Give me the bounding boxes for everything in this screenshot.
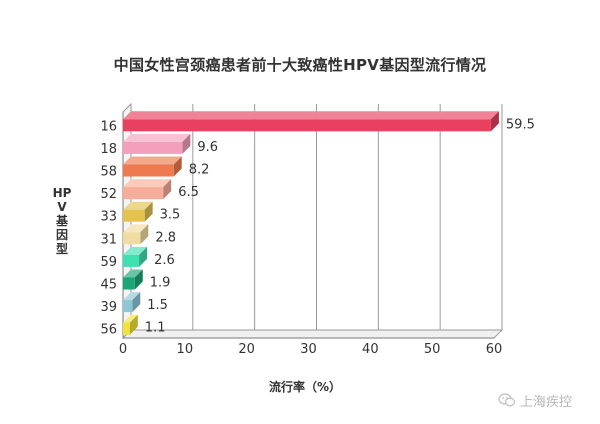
bar-front-face <box>123 300 133 313</box>
y-tick-label: 59 <box>100 255 117 270</box>
data-label: 3.5 <box>160 208 181 223</box>
y-tick-label: 39 <box>100 300 117 315</box>
bar-front-face <box>123 164 174 177</box>
bar-side-face <box>173 156 182 177</box>
y-tick-label: 16 <box>100 119 117 134</box>
bar <box>123 201 153 222</box>
bar-front-face <box>123 119 491 132</box>
bar <box>123 314 138 335</box>
bar-top-face <box>123 111 499 120</box>
bar-top-face <box>123 292 141 301</box>
x-tick-label: 40 <box>362 342 379 357</box>
bar-side-face <box>163 179 172 200</box>
bar-top-face <box>123 246 148 255</box>
y-tick-label: 31 <box>100 232 117 247</box>
bar <box>123 111 499 132</box>
bar-front-face <box>123 277 135 290</box>
chart-title: 中国女性宫颈癌患者前十大致癌性HPV基因型流行情况 <box>113 56 487 74</box>
bar-front-face <box>123 187 164 200</box>
bar-top-face <box>123 269 143 278</box>
bar-top-face <box>123 179 172 188</box>
data-label: 1.5 <box>147 298 168 313</box>
data-label: 2.8 <box>155 230 176 245</box>
y-tick-label: 33 <box>100 210 117 225</box>
y-tick-label: 18 <box>100 142 117 157</box>
x-tick-label: 60 <box>486 342 503 357</box>
x-tick-label: 50 <box>424 342 441 357</box>
bar <box>123 292 141 313</box>
watermark-text: 上海疾控 <box>520 394 573 410</box>
bar-side-face <box>139 246 148 267</box>
x-tick-label: 10 <box>177 342 194 357</box>
bar <box>123 156 182 177</box>
data-label: 2.6 <box>154 253 175 268</box>
x-tick-label: 0 <box>119 342 127 357</box>
data-label: 6.5 <box>178 185 199 200</box>
bar-side-face <box>129 314 138 335</box>
data-label: 1.9 <box>150 276 171 291</box>
y-tick-label: 58 <box>100 165 117 180</box>
bars-layer <box>123 111 499 335</box>
x-tick-label: 20 <box>238 342 255 357</box>
bar-top-face <box>123 156 182 165</box>
bar <box>123 246 148 267</box>
bar-side-face <box>144 201 153 222</box>
wechat-logo-icon <box>498 393 516 407</box>
bar-side-face <box>182 133 191 154</box>
watermark: 上海疾控 <box>498 390 572 410</box>
data-label: 8.2 <box>189 163 210 178</box>
labels-layer: 0 10 20 30 40 50 60 16 59.5 18 9.6 58 8.2 52 6.5 33 3.5 3… <box>100 117 534 357</box>
y-tick-label: 52 <box>100 187 117 202</box>
bar <box>123 133 191 154</box>
bar <box>123 179 172 200</box>
bar-front-face <box>123 209 145 222</box>
y-tick-label: 45 <box>100 278 117 293</box>
bar-top-face <box>123 224 149 233</box>
y-tick-label: 56 <box>100 323 117 338</box>
floor <box>121 329 504 339</box>
bar-front-face <box>123 141 183 154</box>
bar-top-face <box>123 314 138 323</box>
bar-front-face <box>123 322 130 335</box>
data-label: 9.6 <box>197 140 218 155</box>
bar-front-face <box>123 232 141 245</box>
bar <box>123 224 149 245</box>
bar-side-face <box>490 111 499 132</box>
data-label: 59.5 <box>506 117 535 132</box>
bar-front-face <box>123 254 140 267</box>
bar-side-face <box>132 292 141 313</box>
x-axis-label: 流行率（%） <box>268 380 342 394</box>
y-axis-label: HPV基因型 <box>52 186 72 256</box>
data-label: 1.1 <box>145 321 166 336</box>
bar-top-face <box>123 133 191 142</box>
bar-side-face <box>140 224 149 245</box>
bar-side-face <box>134 269 143 290</box>
bar-top-face <box>123 201 153 210</box>
bar <box>123 269 143 290</box>
x-tick-label: 30 <box>300 342 317 357</box>
